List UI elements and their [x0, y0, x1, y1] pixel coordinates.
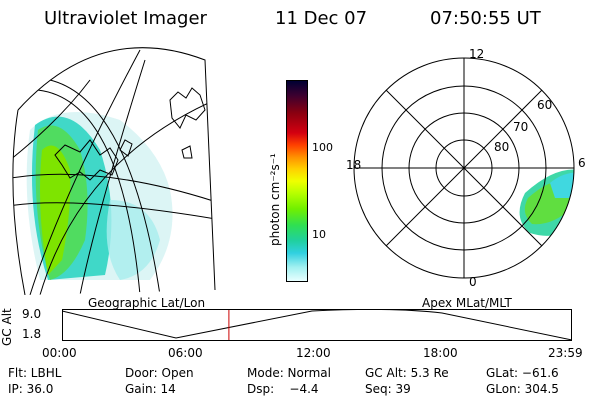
mlat-label-60: 60 [537, 98, 553, 112]
colorbar-tick-10: 10 [312, 228, 326, 241]
gain-status: Gain: 14 [125, 382, 176, 396]
colorbar-tick-100: 100 [312, 141, 333, 154]
timeline-x-tick-0600: 06:00 [168, 346, 203, 360]
date-label: 11 Dec 07 [275, 8, 368, 29]
colorbar [286, 80, 308, 282]
colorbar-label: photon cm⁻²s⁻¹ [268, 153, 282, 246]
time-label: 07:50:55 UT [430, 8, 541, 29]
dsp-status: Dsp: −4.4 [247, 382, 319, 396]
door-status: Door: Open [125, 366, 194, 380]
mode-status: Mode: Normal [247, 366, 331, 380]
glon-status: GLon: 304.5 [486, 382, 559, 396]
mlat-label-70: 70 [513, 120, 529, 134]
mlt-label-0: 0 [469, 275, 477, 289]
ip-status: IP: 36.0 [8, 382, 54, 396]
filter-status: Flt: LBHL [8, 366, 62, 380]
instrument-title: Ultraviolet Imager [44, 8, 207, 29]
timeline-y-axis-label: GC Alt [0, 308, 14, 346]
seq-status: Seq: 39 [365, 382, 411, 396]
mlt-label-18: 18 [346, 158, 362, 172]
geographic-label: Geographic Lat/Lon [88, 296, 206, 310]
mlt-label-12: 12 [469, 47, 485, 61]
timeline-x-tick-2359: 23:59 [548, 346, 583, 360]
altitude-timeline [62, 309, 572, 341]
polar-plot [353, 57, 575, 279]
geographic-map [12, 47, 216, 295]
timeline-x-tick-1200: 12:00 [296, 346, 331, 360]
timeline-x-tick-0000: 00:00 [42, 346, 77, 360]
mlat-label-80: 80 [494, 140, 510, 154]
timeline-x-tick-1800: 18:00 [423, 346, 458, 360]
glat-status: GLat: −61.6 [486, 366, 559, 380]
mlt-label-6: 6 [578, 156, 586, 170]
timeline-y-tick-1-8: 1.8 [22, 327, 42, 341]
polar-label: Apex MLat/MLT [422, 296, 512, 310]
timeline-y-tick-9: 9.0 [22, 307, 42, 321]
gc-alt-status: GC Alt: 5.3 Re [365, 366, 449, 380]
